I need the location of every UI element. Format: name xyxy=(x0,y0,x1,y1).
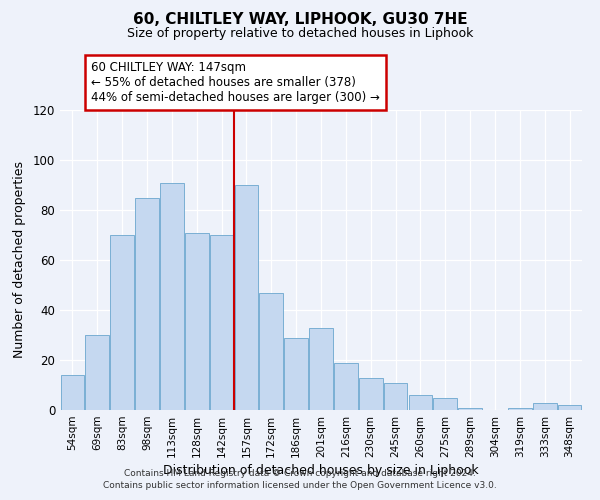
X-axis label: Distribution of detached houses by size in Liphook: Distribution of detached houses by size … xyxy=(163,464,479,477)
Bar xyxy=(558,405,581,410)
Bar xyxy=(185,232,209,410)
Bar xyxy=(458,408,482,410)
Text: Contains public sector information licensed under the Open Government Licence v3: Contains public sector information licen… xyxy=(103,481,497,490)
Bar xyxy=(384,382,407,410)
Bar xyxy=(533,402,557,410)
Y-axis label: Number of detached properties: Number of detached properties xyxy=(13,162,26,358)
Bar xyxy=(433,398,457,410)
Bar xyxy=(409,395,432,410)
Bar xyxy=(110,235,134,410)
Bar xyxy=(334,362,358,410)
Bar xyxy=(359,378,383,410)
Bar xyxy=(160,182,184,410)
Bar xyxy=(235,185,258,410)
Bar xyxy=(259,292,283,410)
Bar xyxy=(508,408,532,410)
Bar xyxy=(210,235,233,410)
Bar xyxy=(85,335,109,410)
Text: Contains HM Land Registry data © Crown copyright and database right 2024.: Contains HM Land Registry data © Crown c… xyxy=(124,468,476,477)
Bar xyxy=(309,328,333,410)
Text: Size of property relative to detached houses in Liphook: Size of property relative to detached ho… xyxy=(127,28,473,40)
Bar xyxy=(135,198,159,410)
Text: 60 CHILTLEY WAY: 147sqm
← 55% of detached houses are smaller (378)
44% of semi-d: 60 CHILTLEY WAY: 147sqm ← 55% of detache… xyxy=(91,61,380,104)
Bar xyxy=(284,338,308,410)
Text: 60, CHILTLEY WAY, LIPHOOK, GU30 7HE: 60, CHILTLEY WAY, LIPHOOK, GU30 7HE xyxy=(133,12,467,28)
Bar xyxy=(61,375,84,410)
